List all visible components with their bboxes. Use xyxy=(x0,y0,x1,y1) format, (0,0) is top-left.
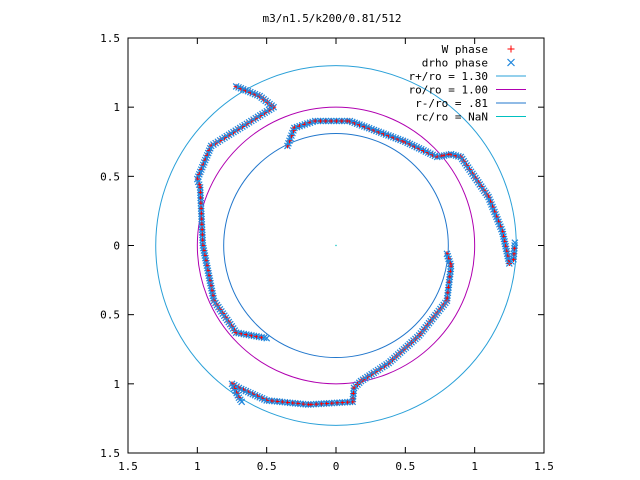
w-phase-point xyxy=(511,251,517,257)
drho-phase-point xyxy=(511,239,519,247)
drho-phase-point xyxy=(203,264,211,272)
drho-phase-point xyxy=(238,398,246,406)
y-tick-label: 0.5 xyxy=(100,170,120,183)
w-phase-point xyxy=(511,245,517,251)
x-tick-label: 1 xyxy=(471,460,478,473)
legend-plus-marker xyxy=(507,45,515,53)
w-phase-point xyxy=(199,232,205,238)
drho-phase-point xyxy=(315,400,323,408)
drho-phase-point xyxy=(198,223,206,231)
center-point xyxy=(335,244,337,247)
x-tick-label: 1 xyxy=(194,460,201,473)
drho-phase-point xyxy=(325,117,332,125)
legend-w-phase-label: W phase xyxy=(442,43,488,56)
drho-phase-point xyxy=(205,269,212,277)
x-tick-label: 0.5 xyxy=(257,460,277,473)
drho-phase-point xyxy=(240,330,248,338)
drho-phase-point xyxy=(206,274,213,282)
drho-phase-point xyxy=(207,279,214,287)
drho-phase-point xyxy=(235,329,243,337)
drho-phase-point xyxy=(320,400,328,408)
drho-phase-point xyxy=(341,398,349,406)
drho-phase-point xyxy=(250,332,258,340)
y-tick-label: 1 xyxy=(113,378,120,391)
drho-phase-point xyxy=(319,117,327,125)
drho-phase-point xyxy=(510,253,518,260)
drho-phase-point xyxy=(200,249,208,257)
w-phase-point xyxy=(323,118,329,124)
x-tick-label: 1.5 xyxy=(534,460,554,473)
w-phase-point xyxy=(318,118,324,124)
data-points xyxy=(193,82,519,409)
drho-phase-point xyxy=(330,117,338,125)
reference-circle xyxy=(223,132,449,359)
legend-drho-phase-label: drho phase xyxy=(422,57,488,70)
drho-phase-point xyxy=(511,242,519,249)
y-tick-label: 0 xyxy=(113,240,120,253)
drho-phase-point xyxy=(209,289,216,297)
drho-phase-point xyxy=(341,117,348,125)
drho-phase-point xyxy=(198,228,206,236)
drho-phase-point xyxy=(197,197,205,205)
drho-phase-point xyxy=(199,234,206,242)
drho-phase-point xyxy=(265,397,273,405)
drho-phase-point xyxy=(510,247,518,255)
drho-phase-point xyxy=(314,117,322,125)
drho-phase-point xyxy=(201,254,209,262)
drho-phase-point xyxy=(330,399,338,407)
drho-phase-point xyxy=(346,398,354,406)
w-phase-point xyxy=(334,118,340,124)
y-tick-label: 0.5 xyxy=(100,309,120,322)
axis-ticks: 1.5 1 0.5 0 0.5 1 1.51.510.500.511.5 xyxy=(100,32,554,473)
drho-phase-point xyxy=(310,400,317,408)
legend-circle-label: ro/ro = 1.00 xyxy=(409,84,488,97)
drho-phase-point xyxy=(255,333,263,341)
drho-phase-point xyxy=(349,392,357,400)
drho-phase-point xyxy=(210,294,217,302)
drho-phase-point xyxy=(325,399,333,407)
drho-phase-point xyxy=(208,284,215,292)
reference-circle xyxy=(196,106,476,385)
reference-circle xyxy=(155,65,517,426)
drho-phase-point xyxy=(197,191,204,199)
drho-phase-point xyxy=(199,244,207,252)
drho-phase-point xyxy=(260,334,268,342)
legend-circle-label: r-/ro = .81 xyxy=(415,97,488,110)
x-tick-label: 1.5 xyxy=(118,460,138,473)
w-phase-point xyxy=(510,256,516,262)
drho-phase-point xyxy=(196,186,204,194)
drho-phase-point xyxy=(198,218,206,226)
x-tick-label: 0.5 xyxy=(395,460,415,473)
reference-circles xyxy=(155,65,517,426)
w-phase-point xyxy=(198,200,204,206)
w-phase-point xyxy=(339,118,345,124)
y-tick-label: 1.5 xyxy=(100,447,120,460)
drho-phase-point xyxy=(335,117,343,125)
drho-phase-point xyxy=(197,207,205,215)
drho-phase-point xyxy=(198,213,205,220)
legend-circle-label: rc/ro = NaN xyxy=(415,111,488,124)
drho-phase-point xyxy=(263,334,271,342)
drho-phase-point xyxy=(197,202,205,210)
y-tick-label: 1.5 xyxy=(100,32,120,45)
drho-phase-point xyxy=(350,387,358,395)
chart-title: m3/n1.5/k200/0.81/512 xyxy=(262,12,401,25)
drho-phase-point xyxy=(202,259,210,267)
w-phase-point xyxy=(328,118,334,124)
y-tick-label: 1 xyxy=(113,101,120,114)
w-phase-point xyxy=(312,118,318,124)
legend-x-marker xyxy=(507,58,515,67)
drho-phase-point xyxy=(336,399,344,407)
drho-phase-point xyxy=(245,331,253,339)
x-tick-label: 0 xyxy=(333,460,340,473)
legend-circle-label: r+/ro = 1.30 xyxy=(409,70,488,83)
